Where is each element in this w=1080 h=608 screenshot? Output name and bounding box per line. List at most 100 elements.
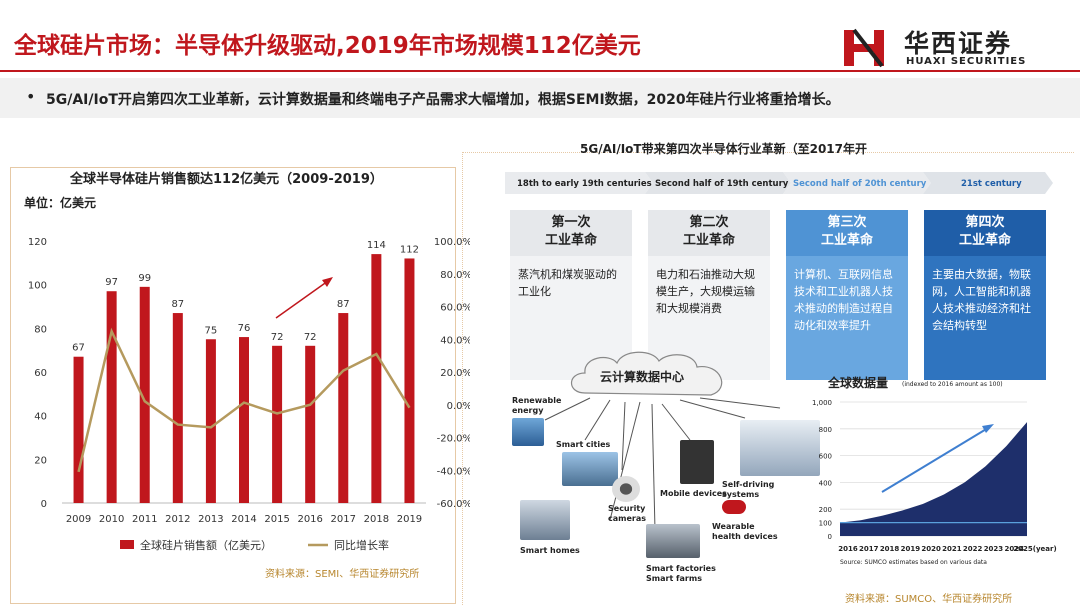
logo-chinese-text: 华西证券 bbox=[904, 29, 1013, 58]
x-tick-label: 2017 bbox=[331, 514, 356, 525]
y-tick-label: 40 bbox=[34, 412, 47, 423]
x-tick-label: 2012 bbox=[165, 514, 190, 525]
bar-value-label: 72 bbox=[271, 332, 284, 343]
y2-tick-label: 60.0% bbox=[440, 303, 470, 314]
x-tick-label: 2011 bbox=[132, 514, 157, 525]
summary-text: 5G/AI/IoT开启第四次工业革新，云计算数据量和终端电子产品需求大幅增加，根… bbox=[46, 92, 840, 108]
y2-tick-label: -20.0% bbox=[437, 434, 470, 445]
huaxi-logo-icon bbox=[844, 28, 884, 68]
cloud-label: 云计算数据中心 bbox=[600, 370, 685, 384]
era-card-third: 第三次 工业革命 计算机、互联网信息技术和工业机器人技术推动的制造过程自动化和效… bbox=[786, 210, 908, 380]
y2-tick-label: 40.0% bbox=[440, 335, 470, 346]
app-label: Self-driving systems bbox=[722, 480, 775, 499]
y2-tick-label: 0.0% bbox=[447, 401, 470, 412]
x-tick-label: 2019 bbox=[397, 514, 422, 525]
app-label: Smart homes bbox=[520, 546, 580, 555]
bar bbox=[272, 345, 283, 503]
era-head: 第一次 工业革命 bbox=[510, 210, 632, 256]
era-body: 主要由大数据，物联网，人工智能和机器人技术推动经济和社会结构转型 bbox=[924, 256, 1046, 380]
data-volume-subtitle: (indexed to 2016 amount as 100) bbox=[902, 381, 1003, 388]
bar bbox=[73, 356, 84, 503]
app-label: Renewable energy bbox=[512, 396, 562, 415]
bar-value-label: 114 bbox=[367, 240, 386, 251]
bar bbox=[239, 337, 249, 503]
bar bbox=[106, 291, 117, 503]
bar bbox=[305, 345, 316, 503]
era-head: 第二次 工业革命 bbox=[648, 210, 770, 256]
bar-value-label: 87 bbox=[337, 299, 350, 310]
x-tick-label: 2016 bbox=[297, 514, 322, 525]
y-tick-label: 80 bbox=[34, 324, 47, 335]
city-skyline-icon bbox=[562, 452, 618, 486]
bar bbox=[139, 286, 150, 503]
y-tick-label: 20 bbox=[34, 455, 47, 466]
app-label: Wearable health devices bbox=[712, 522, 778, 541]
logo-english-text: HUAXI SECURITIES bbox=[906, 56, 1027, 67]
y2-tick-label: -40.0% bbox=[437, 466, 470, 477]
bar-value-label: 67 bbox=[72, 343, 85, 354]
right-source-note: 资料来源：SUMCO、华西证券研究所 bbox=[845, 594, 1013, 605]
right-panel-title: 5G/AI/IoT带来第四次半导体行业革新（至2017年开 bbox=[580, 142, 868, 156]
legend-swatch-bar bbox=[120, 540, 134, 549]
bullet-icon: • bbox=[26, 87, 36, 106]
bar-value-label: 99 bbox=[138, 273, 151, 284]
legend-label-line: 同比增长率 bbox=[334, 538, 389, 552]
smart-factory-icon bbox=[646, 524, 700, 558]
era-head: 第四次 工业革命 bbox=[924, 210, 1046, 256]
y-tick-label: 120 bbox=[28, 237, 47, 248]
solar-panel-icon bbox=[512, 418, 544, 446]
legend-label-bar: 全球硅片销售额（亿美元） bbox=[140, 538, 272, 552]
summary-bar: • 5G/AI/IoT开启第四次工业革新，云计算数据量和终端电子产品需求大幅增加… bbox=[0, 78, 1080, 118]
y-tick-label: 0 bbox=[41, 499, 47, 510]
bar-value-label: 112 bbox=[400, 244, 419, 255]
slide-title: 全球硅片市场：半导体升级驱动,2019年市场规模112亿美元 bbox=[14, 33, 641, 59]
company-logo: 华西证券 HUAXI SECURITIES bbox=[842, 24, 1072, 72]
timeline-label: Second half of 19th century bbox=[655, 179, 789, 189]
trend-arrow-shaft bbox=[275, 280, 329, 319]
y-tick-label: 100 bbox=[28, 281, 47, 292]
bar-value-label: 87 bbox=[171, 299, 184, 310]
data-volume-source: Source: SUMCO estimates based on various… bbox=[840, 559, 987, 566]
cloud-icon bbox=[570, 351, 723, 396]
timeline-label: 21st century bbox=[961, 179, 1022, 189]
bar bbox=[172, 313, 183, 503]
x-tick-label: 2010 bbox=[99, 514, 124, 525]
bar bbox=[404, 258, 415, 503]
mobile-device-icon bbox=[680, 440, 714, 484]
era-body: 计算机、互联网信息技术和工业机器人技术推动的制造过程自动化和效率提升 bbox=[786, 256, 908, 380]
timeline-label: 18th to early 19th centuries bbox=[517, 179, 652, 189]
y2-tick-label: 100.0% bbox=[434, 237, 470, 248]
bar bbox=[205, 339, 216, 503]
app-label: Smart cities bbox=[556, 440, 611, 449]
y-tick-label: 60 bbox=[34, 368, 47, 379]
app-label: Security cameras bbox=[608, 504, 647, 523]
trend-arrow-head bbox=[322, 277, 333, 287]
x-tick-label: 2015 bbox=[264, 514, 289, 525]
app-label: Smart farms bbox=[646, 574, 702, 583]
self-driving-car-icon bbox=[740, 420, 820, 476]
silicon-wafer-sales-chart: 0 20 40 60 80 100 120 -60.0% -40.0% -20.0% 0.0% 20.… bbox=[28, 237, 470, 552]
y2-tick-label: 80.0% bbox=[440, 270, 470, 281]
left-chart-frame bbox=[10, 167, 456, 604]
data-volume-title: 全球数据量 bbox=[828, 376, 889, 390]
bar-value-label: 76 bbox=[238, 323, 251, 334]
x-tick-label: 2009 bbox=[66, 514, 91, 525]
wearable-icon bbox=[722, 500, 746, 514]
x-tick-label: 2014 bbox=[231, 514, 256, 525]
smart-home-icon bbox=[520, 500, 570, 540]
bar-value-label: 97 bbox=[105, 277, 118, 288]
timeline-label: Second half of 20th century bbox=[793, 179, 927, 189]
bar bbox=[371, 254, 382, 503]
app-label: Mobile devices bbox=[660, 489, 727, 498]
security-camera-icon bbox=[612, 476, 640, 502]
left-source-note: 资料来源：SEMI、华西证券研究所 bbox=[265, 569, 420, 580]
y2-tick-label: -60.0% bbox=[437, 499, 470, 510]
era-card-fourth: 第四次 工业革命 主要由大数据，物联网，人工智能和机器人技术推动经济和社会结构转… bbox=[924, 210, 1046, 380]
x-tick-label: 2013 bbox=[198, 514, 223, 525]
right-panel-frame bbox=[462, 152, 1074, 605]
industrial-timeline: 18th to early 19th centuries Second half… bbox=[505, 172, 1053, 194]
bar bbox=[338, 313, 349, 503]
unit-label: 单位：亿美元 bbox=[24, 196, 97, 210]
era-head: 第三次 工业革命 bbox=[786, 210, 908, 256]
